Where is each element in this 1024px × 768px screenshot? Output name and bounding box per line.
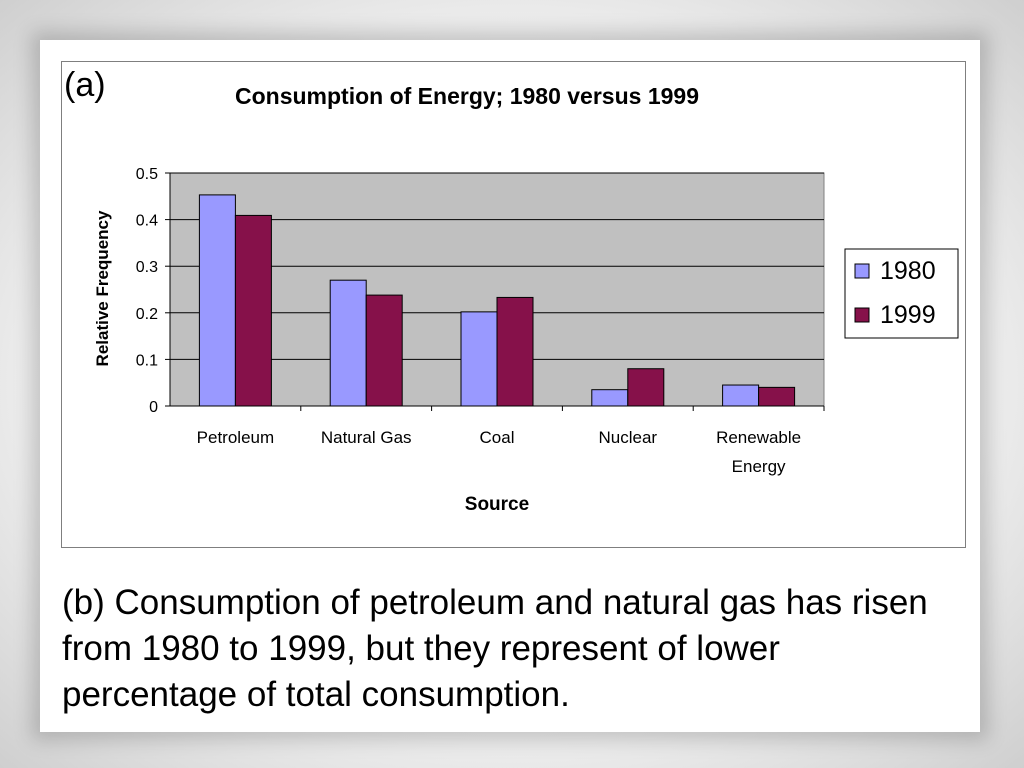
legend-swatch-1999 bbox=[854, 307, 870, 323]
caption-text: (b) Consumption of petroleum and natural… bbox=[62, 583, 928, 714]
x-tick-label: Renewable bbox=[716, 428, 801, 447]
bar-1980 bbox=[198, 194, 236, 407]
bar-1999 bbox=[496, 296, 534, 407]
bar-1999 bbox=[627, 368, 665, 407]
bar-1980 bbox=[722, 384, 760, 407]
panel-a-label: (a) bbox=[64, 66, 106, 104]
bar-1999 bbox=[758, 386, 796, 407]
chart-title: Consumption of Energy; 1980 versus 1999 bbox=[235, 83, 699, 109]
legend-label: 1980 bbox=[880, 257, 936, 285]
bar-1980 bbox=[460, 311, 498, 407]
y-tick-label: 0.3 bbox=[136, 259, 158, 276]
bar-1999 bbox=[365, 294, 403, 407]
x-tick-label: Nuclear bbox=[599, 428, 658, 447]
x-tick-label: Energy bbox=[732, 457, 786, 476]
x-axis-title: Source bbox=[465, 494, 529, 515]
y-tick-label: 0 bbox=[149, 399, 158, 416]
y-axis-title: Relative Frequency bbox=[93, 210, 112, 366]
bar-1999 bbox=[234, 214, 272, 407]
x-tick-label: Petroleum bbox=[197, 428, 274, 447]
bar-1980 bbox=[591, 389, 629, 407]
bar-1980 bbox=[329, 279, 367, 407]
legend-label: 1999 bbox=[880, 301, 936, 329]
legend-swatch-1980 bbox=[854, 263, 870, 279]
y-tick-label: 0.2 bbox=[136, 306, 158, 323]
y-tick-label: 0.4 bbox=[136, 213, 158, 230]
y-tick-label: 0.5 bbox=[136, 166, 158, 183]
x-tick-label: Coal bbox=[480, 428, 515, 447]
x-tick-label: Natural Gas bbox=[321, 428, 412, 447]
y-tick-label: 0.1 bbox=[136, 352, 158, 369]
